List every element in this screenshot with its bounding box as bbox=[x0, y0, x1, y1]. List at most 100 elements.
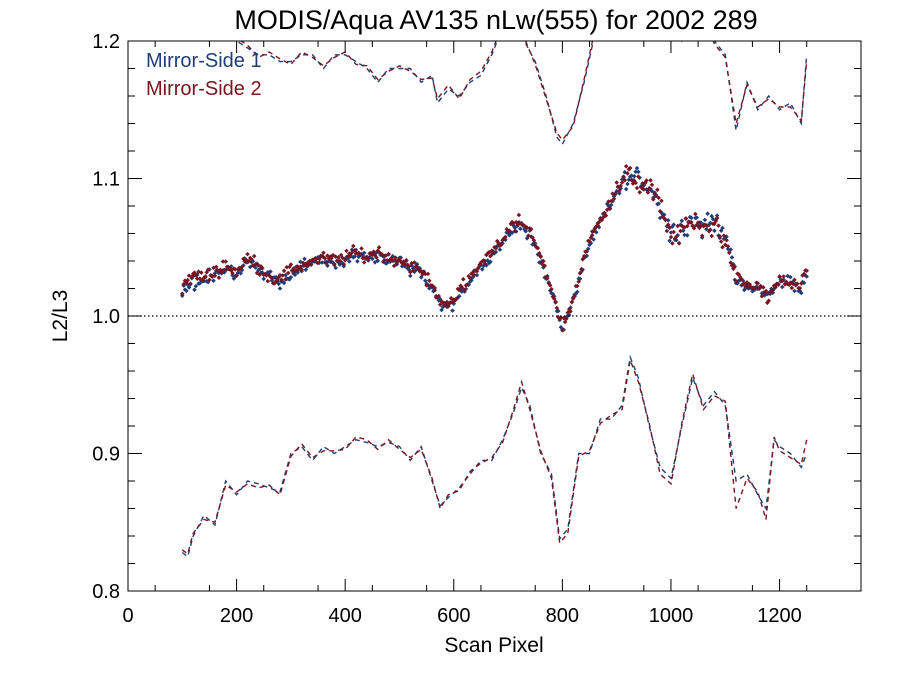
x-axis: 0 200 400 600 800 1000 1200 bbox=[122, 41, 808, 627]
data-point bbox=[475, 265, 481, 271]
data-point bbox=[427, 278, 432, 283]
data-point bbox=[518, 226, 523, 231]
data-point bbox=[739, 276, 744, 282]
data-point bbox=[664, 228, 670, 234]
data-point bbox=[288, 275, 294, 280]
data-point bbox=[794, 281, 800, 287]
data-point bbox=[319, 253, 325, 259]
data-point bbox=[361, 250, 367, 256]
data-point bbox=[493, 245, 499, 251]
data-point bbox=[732, 264, 738, 269]
data-point bbox=[804, 274, 809, 279]
data-point bbox=[744, 280, 750, 285]
data-point bbox=[390, 258, 395, 263]
y-tick-label: 0.9 bbox=[92, 444, 120, 466]
data-point bbox=[304, 263, 310, 268]
data-point bbox=[490, 250, 496, 255]
data-point bbox=[480, 267, 485, 272]
data-point bbox=[337, 258, 343, 263]
data-point bbox=[336, 255, 341, 260]
data-point bbox=[577, 271, 583, 276]
data-point bbox=[780, 284, 785, 290]
data-point bbox=[292, 272, 298, 278]
data-point bbox=[459, 284, 465, 290]
y-tick-label: 1.0 bbox=[92, 306, 120, 328]
x-tick-label: 0 bbox=[122, 605, 133, 627]
data-point bbox=[223, 259, 228, 264]
data-point bbox=[580, 257, 585, 262]
data-point bbox=[542, 263, 547, 268]
data-point bbox=[659, 198, 664, 204]
data-point bbox=[276, 281, 281, 287]
data-point bbox=[576, 279, 581, 284]
data-point bbox=[564, 316, 569, 321]
data-point bbox=[239, 264, 245, 270]
data-point bbox=[264, 273, 269, 278]
x-tick-label: 400 bbox=[328, 605, 361, 627]
data-point bbox=[281, 280, 287, 286]
data-point bbox=[634, 185, 640, 191]
y-tick-label: 1.1 bbox=[92, 169, 120, 191]
data-point bbox=[634, 165, 640, 171]
data-point bbox=[799, 290, 804, 296]
y-tick-label: 1.2 bbox=[92, 31, 120, 53]
data-point bbox=[436, 293, 442, 299]
data-point bbox=[361, 260, 367, 265]
data-point bbox=[341, 262, 347, 267]
data-point bbox=[668, 234, 674, 240]
data-point bbox=[375, 258, 381, 264]
data-point bbox=[334, 258, 340, 264]
data-point bbox=[623, 164, 629, 169]
data-point bbox=[447, 300, 452, 306]
data-point bbox=[308, 262, 314, 267]
data-point bbox=[789, 285, 795, 291]
data-point bbox=[761, 285, 766, 290]
x-tick-label: 1000 bbox=[649, 605, 694, 627]
data-point bbox=[781, 274, 786, 279]
data-point bbox=[625, 181, 630, 187]
data-point bbox=[391, 263, 397, 269]
data-point bbox=[351, 243, 356, 249]
data-point bbox=[380, 259, 386, 265]
data-point bbox=[775, 282, 781, 287]
data-point bbox=[299, 267, 304, 272]
data-point bbox=[410, 268, 416, 273]
data-point bbox=[572, 293, 577, 299]
series-2-lower-line bbox=[181, 357, 808, 556]
data-point bbox=[549, 286, 554, 292]
data-point bbox=[579, 266, 584, 272]
data-point bbox=[733, 279, 739, 284]
x-tick-label: 800 bbox=[546, 605, 579, 627]
data-point bbox=[216, 275, 222, 280]
data-point bbox=[777, 274, 782, 279]
data-point bbox=[797, 285, 803, 291]
data-point bbox=[376, 245, 382, 250]
data-point bbox=[257, 272, 262, 278]
data-point bbox=[355, 259, 360, 264]
data-point bbox=[804, 268, 809, 273]
data-point bbox=[474, 272, 480, 278]
data-point bbox=[412, 260, 417, 265]
data-point bbox=[499, 242, 504, 248]
data-point bbox=[249, 256, 254, 262]
data-point bbox=[284, 264, 290, 270]
data-point bbox=[303, 267, 309, 273]
data-point bbox=[780, 278, 785, 284]
data-point bbox=[230, 270, 235, 276]
data-point bbox=[406, 264, 412, 269]
data-point bbox=[269, 275, 275, 281]
data-point bbox=[562, 319, 568, 325]
data-point bbox=[790, 281, 796, 287]
data-point bbox=[424, 283, 429, 288]
data-point bbox=[370, 256, 375, 262]
data-point bbox=[283, 277, 288, 282]
data-point bbox=[234, 273, 239, 278]
data-point bbox=[323, 260, 329, 266]
data-point bbox=[637, 190, 642, 195]
data-point bbox=[792, 277, 797, 283]
data-point bbox=[575, 283, 580, 289]
data-point bbox=[683, 216, 689, 221]
data-point bbox=[280, 273, 285, 278]
data-point bbox=[685, 233, 690, 238]
